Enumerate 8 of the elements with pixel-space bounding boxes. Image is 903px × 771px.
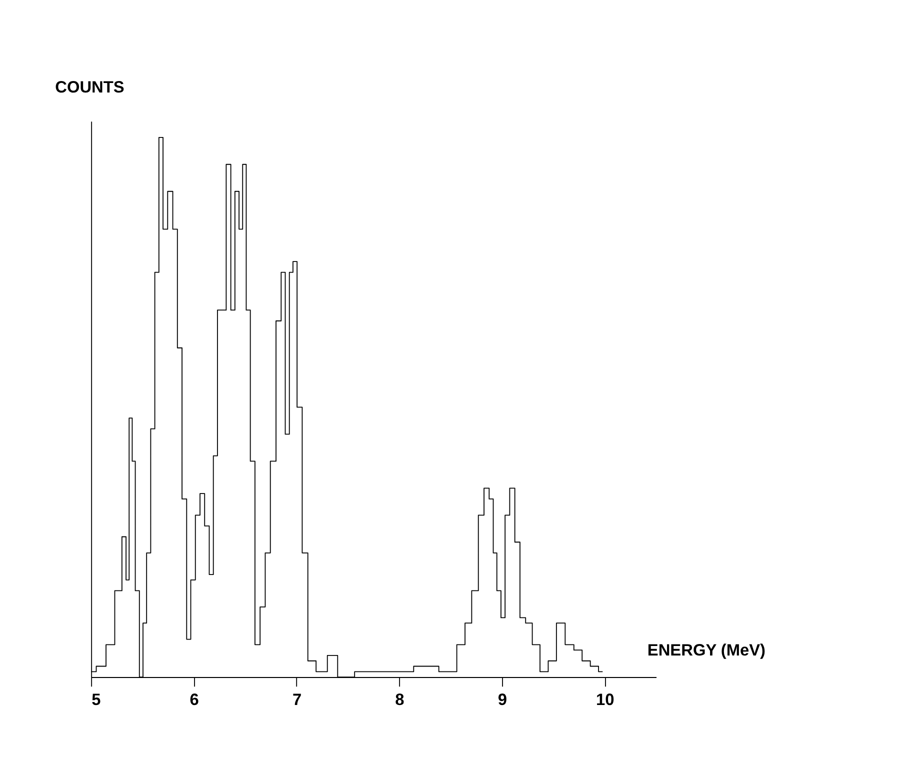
x-tick-label: 8: [395, 690, 404, 709]
y-axis-title: COUNTS: [55, 78, 124, 97]
x-tick-label: 5: [92, 690, 101, 709]
x-axis-title: ENERGY (MeV): [647, 642, 766, 660]
x-tick-label: 10: [596, 690, 614, 709]
x-tick-label: 7: [292, 690, 302, 709]
x-tick-label: 6: [190, 690, 199, 709]
x-tick-label: 9: [498, 690, 508, 709]
